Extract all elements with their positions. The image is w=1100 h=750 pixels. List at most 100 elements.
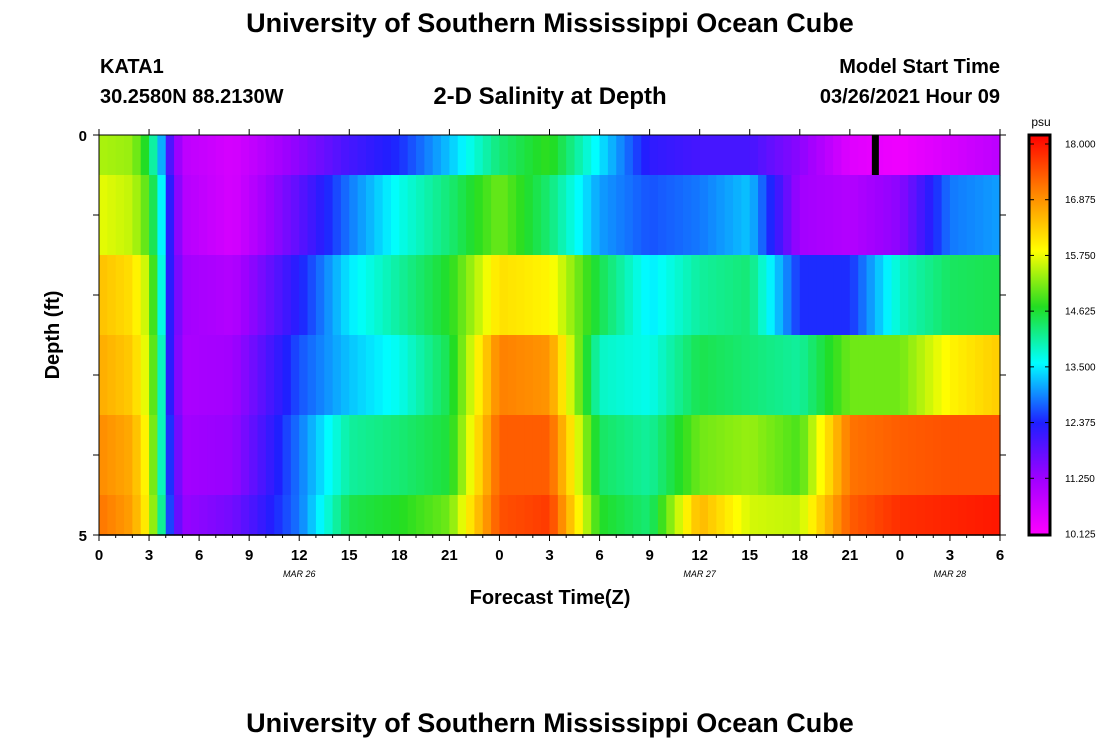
heatmap-cell bbox=[607, 495, 617, 536]
heatmap-cell bbox=[974, 175, 984, 256]
heatmap-cell bbox=[265, 255, 275, 336]
heatmap-cell bbox=[324, 495, 334, 536]
heatmap-cell bbox=[741, 175, 751, 256]
heatmap-cell bbox=[632, 335, 642, 416]
heatmap-cell bbox=[624, 335, 634, 416]
heatmap-cell bbox=[716, 175, 726, 256]
heatmap-cell bbox=[674, 335, 684, 416]
heatmap-cell bbox=[449, 415, 459, 496]
heatmap-cell bbox=[507, 175, 517, 256]
heatmap-cell bbox=[541, 415, 551, 496]
heatmap-cell bbox=[983, 175, 993, 256]
heatmap-cell bbox=[482, 335, 492, 416]
heatmap-cell bbox=[791, 495, 801, 536]
heatmap-cell bbox=[207, 255, 217, 336]
heatmap-cell bbox=[799, 175, 809, 256]
heatmap-cell bbox=[290, 135, 300, 176]
heatmap-cell bbox=[908, 255, 918, 336]
heatmap-cell bbox=[566, 415, 576, 496]
x-tick-label: 12 bbox=[291, 547, 308, 564]
heatmap-cell bbox=[424, 175, 434, 256]
heatmap-cell bbox=[265, 175, 275, 256]
heatmap-cell bbox=[783, 495, 793, 536]
heatmap-cell bbox=[749, 255, 759, 336]
heatmap-cell bbox=[557, 255, 567, 336]
heatmap-cell bbox=[916, 135, 926, 176]
heatmap-cell bbox=[566, 135, 576, 176]
heatmap-cell bbox=[541, 495, 551, 536]
x-tick-label: 15 bbox=[341, 547, 358, 564]
heatmap-cell bbox=[599, 415, 609, 496]
heatmap-cell bbox=[966, 135, 976, 176]
heatmap-cell bbox=[390, 135, 400, 176]
heatmap-cell bbox=[249, 255, 259, 336]
heatmap-cell bbox=[491, 175, 501, 256]
heatmap-cell bbox=[232, 335, 242, 416]
heatmap-cell bbox=[966, 255, 976, 336]
heatmap-cell bbox=[290, 335, 300, 416]
heatmap-cell bbox=[724, 135, 734, 176]
heatmap-cell bbox=[215, 415, 225, 496]
heatmap-cell bbox=[908, 415, 918, 496]
heatmap-cell bbox=[257, 255, 267, 336]
heatmap-cell bbox=[407, 255, 417, 336]
heatmap-cell bbox=[724, 415, 734, 496]
heatmap-cell bbox=[691, 415, 701, 496]
heatmap-cell bbox=[491, 135, 501, 176]
heatmap-cell bbox=[783, 335, 793, 416]
heatmap-cell bbox=[858, 495, 868, 536]
heatmap-cell bbox=[482, 495, 492, 536]
heatmap-cell bbox=[682, 135, 692, 176]
heatmap-cell bbox=[841, 135, 851, 176]
heatmap-cell bbox=[432, 335, 442, 416]
heatmap-cell bbox=[991, 335, 1001, 416]
heatmap-cell bbox=[315, 255, 325, 336]
heatmap-cell bbox=[841, 335, 851, 416]
heatmap-cell bbox=[733, 415, 742, 496]
heatmap-cell bbox=[149, 495, 158, 536]
heatmap-cell bbox=[783, 415, 793, 496]
heatmap-cell bbox=[232, 255, 242, 336]
colorbar-tick-label: 14.625 bbox=[1065, 307, 1096, 318]
heatmap-cell bbox=[816, 495, 826, 536]
heatmap-cell bbox=[974, 415, 984, 496]
heatmap-cell bbox=[315, 135, 325, 176]
heatmap-cell bbox=[165, 255, 175, 336]
heatmap-cell bbox=[624, 415, 634, 496]
heatmap-cell bbox=[249, 335, 259, 416]
heatmap-cell bbox=[174, 495, 184, 536]
heatmap-cell bbox=[232, 135, 242, 176]
heatmap-cell bbox=[124, 255, 133, 336]
heatmap-cell bbox=[457, 415, 467, 496]
heatmap-cell bbox=[257, 135, 267, 176]
heatmap-cell bbox=[357, 255, 367, 336]
heatmap-cell bbox=[99, 495, 108, 536]
date-label: MAR 27 bbox=[683, 569, 717, 579]
heatmap-cell bbox=[708, 255, 717, 336]
heatmap-cell bbox=[382, 495, 392, 536]
heatmap-cell bbox=[265, 415, 275, 496]
heatmap-cell bbox=[340, 415, 350, 496]
x-tick-label: 9 bbox=[645, 547, 653, 564]
x-tick-label: 12 bbox=[691, 547, 708, 564]
heatmap-cell bbox=[816, 175, 826, 256]
heatmap-cell bbox=[641, 335, 651, 416]
heatmap-cell bbox=[949, 495, 959, 536]
heatmap-cell bbox=[399, 495, 409, 536]
heatmap-cell bbox=[140, 175, 150, 256]
heatmap-cell bbox=[816, 135, 826, 176]
heatmap-cell bbox=[349, 415, 359, 496]
heatmap-cell bbox=[833, 335, 843, 416]
heatmap-cell bbox=[340, 495, 350, 536]
heatmap-cell bbox=[974, 135, 984, 176]
heatmap-cell bbox=[607, 415, 617, 496]
heatmap-cell bbox=[182, 335, 192, 416]
heatmap-cell bbox=[224, 255, 234, 336]
heatmap-cell bbox=[340, 335, 350, 416]
heatmap-cell bbox=[165, 335, 175, 416]
heatmap-cell bbox=[766, 335, 776, 416]
heatmap-cell bbox=[699, 255, 709, 336]
heatmap-cell bbox=[883, 495, 893, 536]
heatmap-cell bbox=[174, 255, 184, 336]
heatmap-cell bbox=[591, 135, 601, 176]
